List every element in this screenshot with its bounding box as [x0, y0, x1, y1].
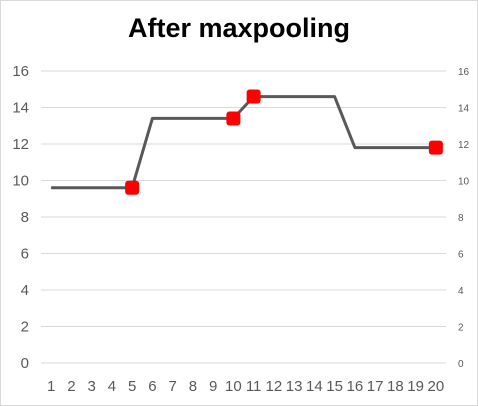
data-point-marker — [226, 111, 241, 126]
x-tick-label: 15 — [326, 378, 343, 395]
x-tick-label: 1 — [47, 378, 55, 395]
y-axis-right: 0 2 4 6 8 10 12 14 16 — [458, 67, 470, 370]
x-tick-label: 3 — [87, 378, 95, 395]
y-tick-label-left: 8 — [21, 209, 29, 226]
y-tick-label-right: 8 — [458, 213, 464, 224]
y-tick-label-right: 10 — [458, 177, 470, 188]
y-tick-label-left: 10 — [12, 173, 29, 190]
y-tick-label-left: 12 — [12, 136, 29, 153]
data-point-marker — [246, 89, 261, 104]
x-tick-label: 13 — [286, 378, 303, 395]
x-tick-label: 20 — [428, 378, 445, 395]
series-line — [51, 95, 436, 190]
y-tick-label-left: 16 — [12, 63, 29, 80]
marker-layer — [125, 89, 443, 195]
y-tick-label-right: 4 — [458, 286, 464, 297]
y-tick-label-left: 2 — [21, 319, 29, 336]
data-point-marker — [428, 140, 443, 155]
x-tick-label: 14 — [306, 378, 323, 395]
x-tick-label: 7 — [168, 378, 176, 395]
x-tick-label: 5 — [128, 378, 136, 395]
x-tick-label: 10 — [225, 378, 242, 395]
x-tick-label: 4 — [108, 378, 116, 395]
y-tick-label-right: 16 — [458, 67, 470, 78]
x-tick-label: 12 — [266, 378, 283, 395]
series-layer — [51, 95, 436, 190]
x-tick-label: 2 — [67, 378, 75, 395]
y-tick-label-right: 14 — [458, 104, 470, 115]
gridlines — [41, 70, 446, 364]
y-tick-label-right: 6 — [458, 250, 464, 261]
y-tick-label-right: 0 — [458, 359, 464, 370]
x-tick-label: 19 — [407, 378, 424, 395]
x-tick-label: 11 — [246, 378, 262, 395]
x-tick-label: 8 — [189, 378, 197, 395]
y-tick-label-right: 12 — [458, 140, 470, 151]
chart-title: After maxpooling — [127, 13, 350, 43]
y-axis-left: 0 2 4 6 8 10 12 14 16 — [12, 63, 29, 372]
y-tick-label-left: 0 — [21, 355, 29, 372]
x-tick-label: 18 — [387, 378, 404, 395]
y-tick-label-left: 6 — [21, 246, 29, 263]
y-tick-label-right: 2 — [458, 323, 464, 334]
data-point-marker — [125, 180, 140, 195]
x-axis: 1 2 3 4 5 6 7 8 9 10 11 12 13 14 15 16 17 18 19 20 — [47, 378, 444, 395]
x-tick-label: 16 — [347, 378, 364, 395]
x-tick-label: 6 — [148, 378, 156, 395]
y-tick-label-left: 14 — [12, 100, 29, 117]
y-tick-label-left: 4 — [21, 282, 29, 299]
x-tick-label: 9 — [209, 378, 217, 395]
x-tick-label: 17 — [367, 378, 384, 395]
